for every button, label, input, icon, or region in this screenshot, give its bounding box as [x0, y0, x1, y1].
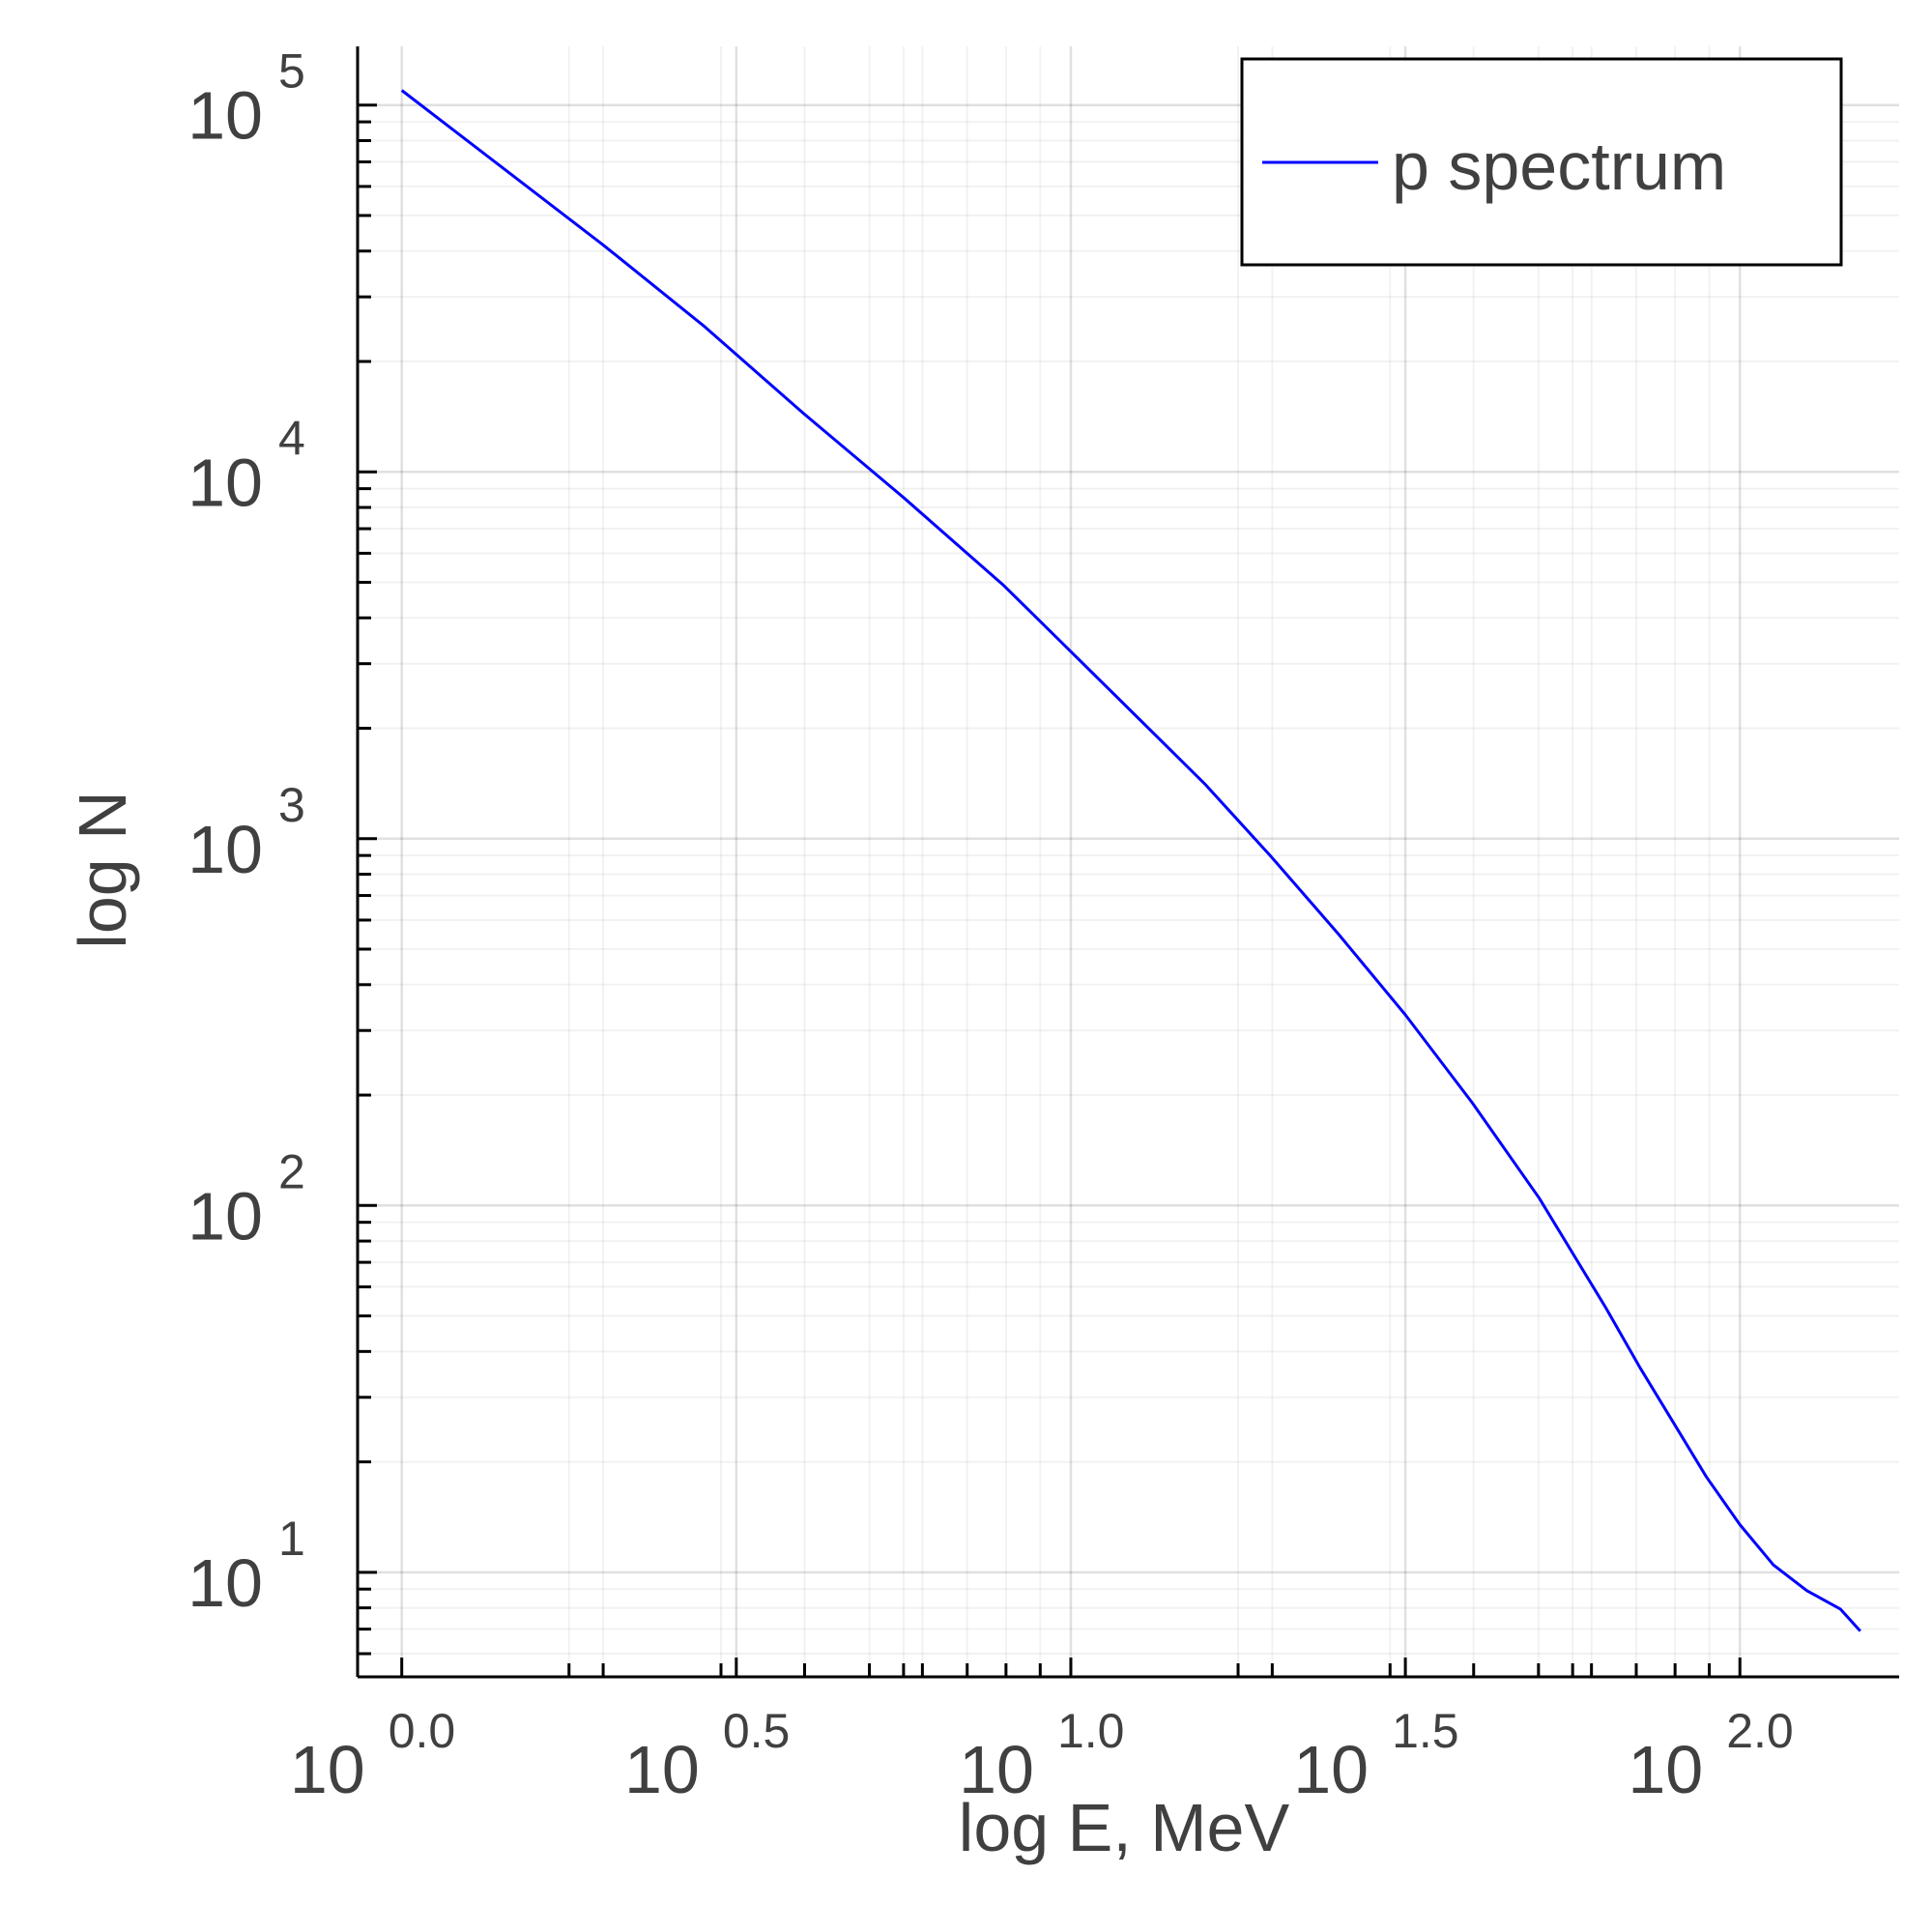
x-tick-label-base: 10 — [959, 1732, 1034, 1807]
y-tick-label-base: 10 — [187, 1545, 263, 1621]
x-axis-title: log E, MeV — [959, 1790, 1290, 1865]
y-tick-label-base: 10 — [187, 78, 263, 154]
y-tick-label-base: 10 — [187, 1178, 263, 1254]
series-line-0 — [400, 89, 1861, 1632]
minor-gridlines — [358, 46, 1899, 1677]
y-axis-title: log N — [65, 791, 140, 948]
tick-labels: 10 0.0 10 0.5 10 1.0 10 1.5 10 2.0 10 1 10 2 10 3 10 4 10 5 — [187, 44, 1794, 1807]
y-tick-label-base: 10 — [187, 445, 263, 520]
x-tick-label-base: 10 — [1628, 1732, 1703, 1807]
series-layer — [400, 89, 1861, 1632]
y-tick-label-base: 10 — [187, 812, 263, 887]
y-tick-label-exponent: 4 — [278, 411, 305, 465]
x-tick-label-base: 10 — [624, 1732, 700, 1807]
x-tick-label-exponent: 0.5 — [723, 1704, 791, 1758]
x-tick-label-exponent: 1.5 — [1392, 1704, 1459, 1758]
x-tick-label-exponent: 0.0 — [389, 1704, 456, 1758]
y-tick-label-exponent: 5 — [278, 44, 305, 99]
y-tick-label-exponent: 2 — [278, 1144, 305, 1198]
y-tick-label-exponent: 1 — [278, 1512, 305, 1566]
legend-label-p-spectrum: p spectrum — [1392, 129, 1726, 204]
y-tick-label-exponent: 3 — [278, 778, 305, 832]
x-tick-label-base: 10 — [290, 1732, 365, 1807]
major-gridlines — [358, 46, 1899, 1677]
axes — [356, 46, 1899, 1679]
x-tick-label-exponent: 2.0 — [1726, 1704, 1794, 1758]
x-tick-label-base: 10 — [1293, 1732, 1369, 1807]
legend: p spectrum — [1240, 57, 1843, 267]
x-tick-label-exponent: 1.0 — [1057, 1704, 1125, 1758]
